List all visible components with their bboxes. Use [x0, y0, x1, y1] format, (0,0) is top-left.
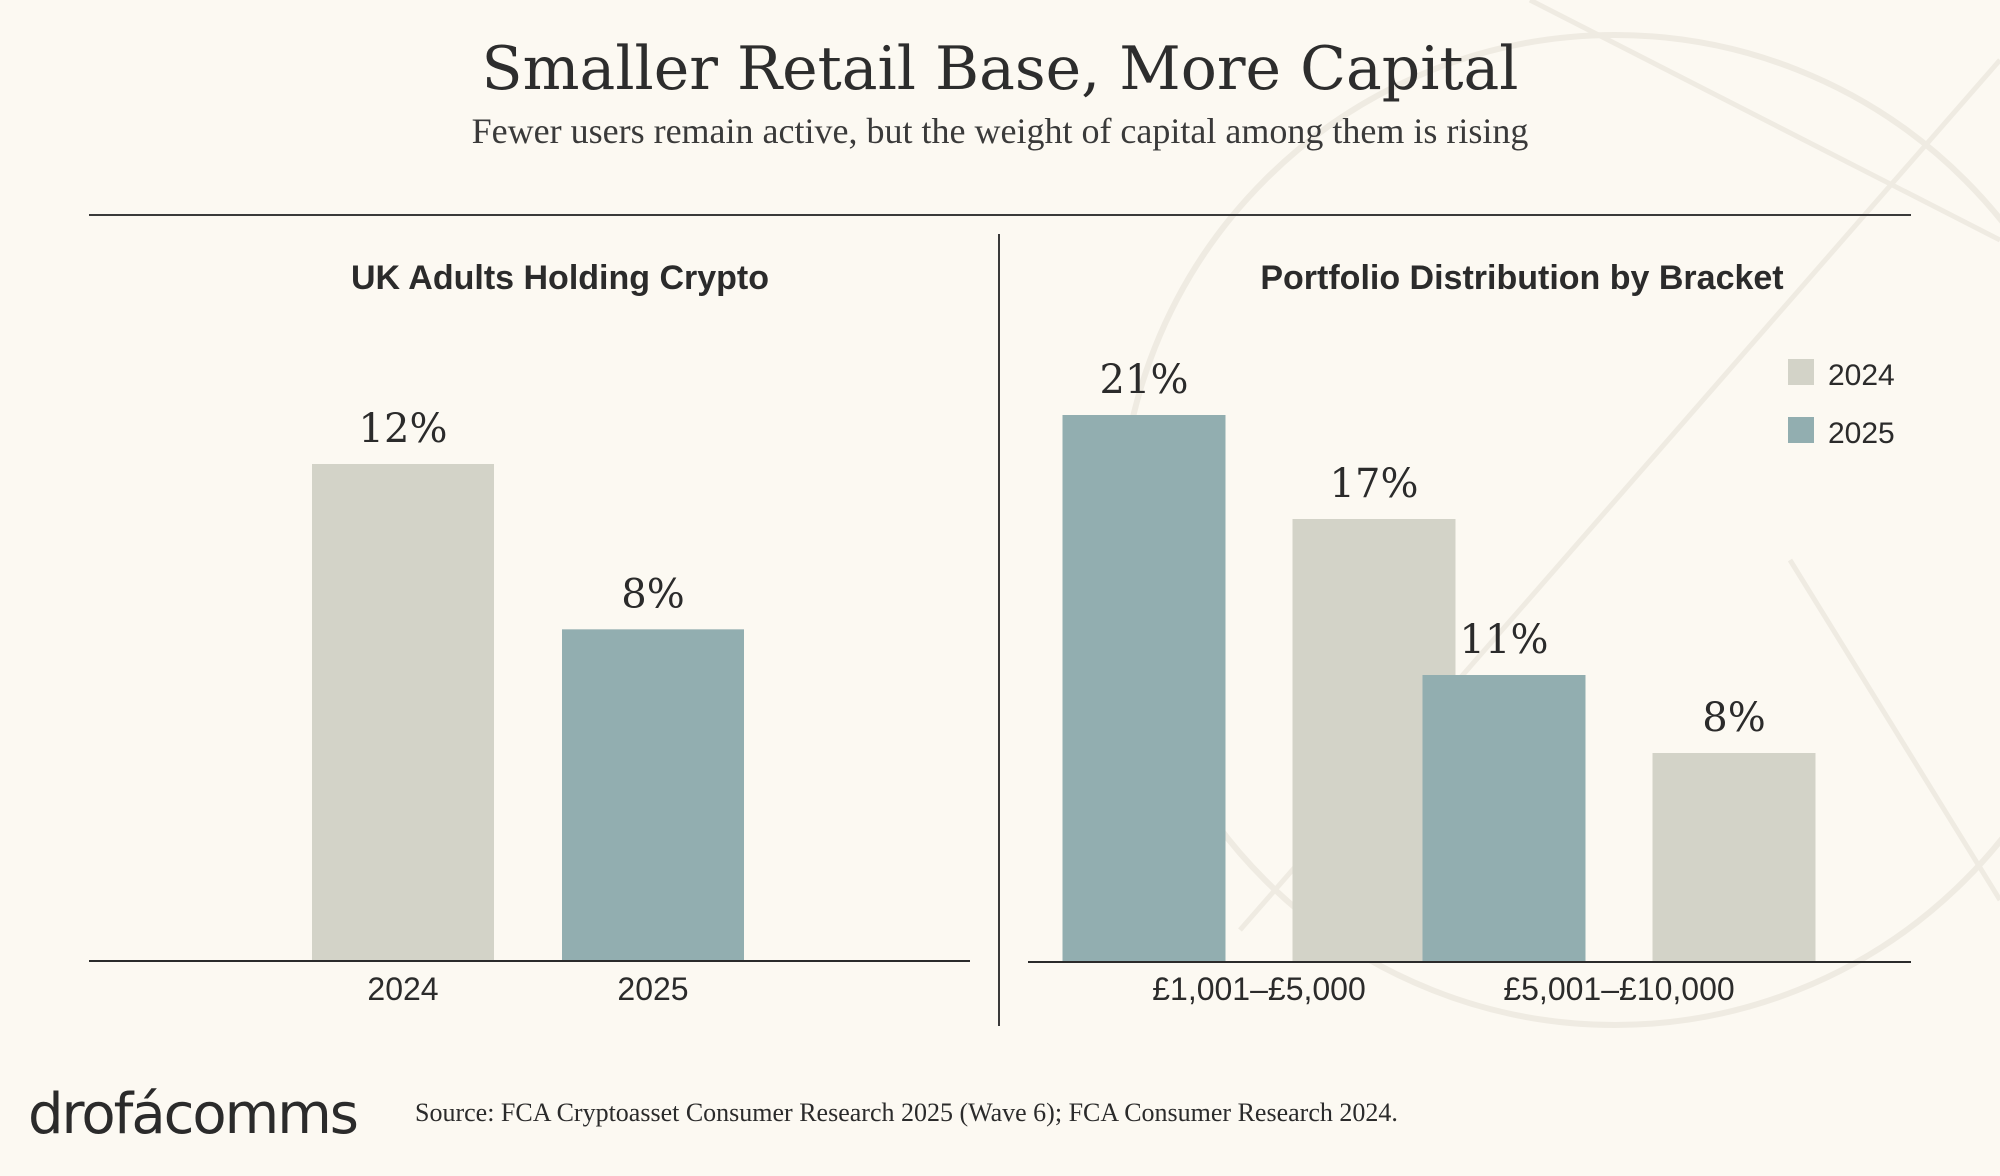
data-label-2024: 12%: [359, 406, 448, 452]
x-tick-label-group-1: £1,001–£5,000: [1152, 971, 1366, 1007]
right-chart-title: Portfolio Distribution by Bracket: [1260, 259, 1783, 297]
chart-title: Smaller Retail Base, More Capital: [481, 34, 1519, 104]
source-note: Source: FCA Cryptoasset Consumer Researc…: [415, 1098, 1398, 1127]
x-tick-label-2025: 2025: [617, 971, 688, 1007]
data-label-2024-group-1: 17%: [1330, 461, 1419, 507]
left-chart-title: UK Adults Holding Crypto: [351, 259, 769, 297]
bar-2024: [312, 464, 494, 960]
x-tick-label-group-2: £5,001–£10,000: [1503, 971, 1734, 1007]
chart-subtitle: Fewer users remain active, but the weigh…: [471, 111, 1529, 151]
x-tick-label-2024: 2024: [367, 971, 438, 1007]
legend: 2024 2025: [1788, 359, 1895, 450]
brand-logo: drofácomms: [28, 1082, 359, 1147]
data-label-2025-group-2: 11%: [1460, 617, 1549, 663]
data-label-2025-group-1: 21%: [1100, 357, 1189, 403]
legend-label-2024: 2024: [1828, 359, 1895, 392]
data-label-2024-group-2: 8%: [1702, 695, 1765, 741]
legend-label-2025: 2025: [1828, 417, 1895, 450]
header-rule: [89, 214, 1911, 216]
bar-2024-group-2: [1652, 753, 1816, 961]
bar-2025-group-1: [1062, 415, 1226, 961]
bar-2025-group-2: [1422, 675, 1586, 961]
legend-swatch-2025: [1788, 417, 1814, 443]
data-label-2025: 8%: [621, 571, 684, 617]
bar-2025: [562, 629, 744, 960]
panel-divider: [998, 234, 1000, 1026]
legend-swatch-2024: [1788, 359, 1814, 385]
